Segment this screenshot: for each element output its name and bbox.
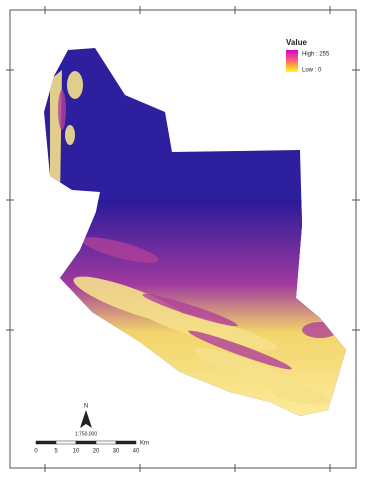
scale-segment bbox=[75, 440, 97, 445]
north-label: N bbox=[84, 404, 88, 410]
scale-label: 0 bbox=[34, 449, 38, 455]
scale-text: 1:750,000 bbox=[75, 431, 97, 437]
scale-segment bbox=[55, 440, 77, 445]
scale-label: 10 bbox=[73, 449, 80, 455]
legend-title: Value bbox=[286, 38, 307, 47]
scale-label: 40 bbox=[133, 449, 140, 455]
raster bbox=[44, 48, 346, 416]
legend-low: Low : 0 bbox=[302, 68, 322, 74]
scale-segment bbox=[35, 440, 57, 445]
map-frame bbox=[9, 9, 357, 469]
scale-segment bbox=[115, 440, 137, 445]
frame-ticks bbox=[6, 6, 360, 472]
north-arrow bbox=[80, 410, 92, 428]
legend-high: High : 255 bbox=[302, 52, 330, 58]
legend-ramp bbox=[286, 50, 298, 72]
scale-segment bbox=[95, 440, 117, 445]
scale-label: 5 bbox=[54, 449, 58, 455]
scale-label: 30 bbox=[113, 449, 120, 455]
scale-label: 20 bbox=[93, 449, 100, 455]
scale-unit: Km bbox=[140, 441, 149, 447]
